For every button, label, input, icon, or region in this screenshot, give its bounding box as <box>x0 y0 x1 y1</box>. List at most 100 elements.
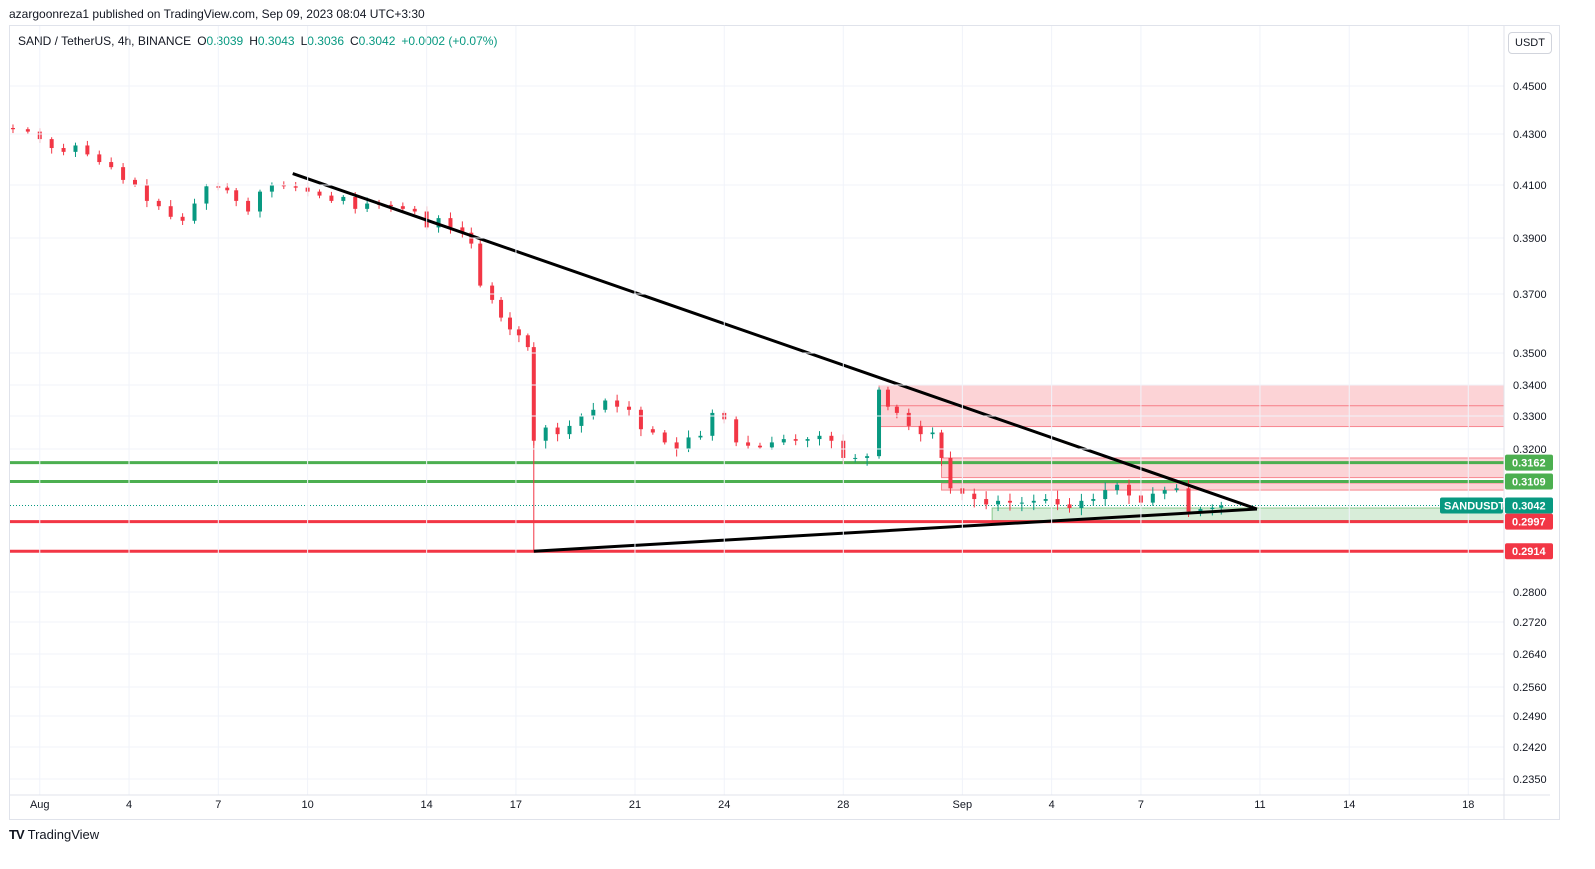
candle-body <box>662 432 667 443</box>
candle-body <box>734 419 739 443</box>
candle-body <box>650 429 655 433</box>
x-tick-label: 10 <box>301 799 313 811</box>
candle-body <box>516 329 521 336</box>
candle-body <box>894 406 899 413</box>
y-tick-label: 0.3400 <box>1513 380 1547 392</box>
level-tag: 0.2914 <box>1512 546 1547 558</box>
candle-body <box>329 195 334 201</box>
candle-body <box>948 457 953 489</box>
candle-body <box>972 493 977 500</box>
y-tick-label: 0.3200 <box>1513 444 1547 456</box>
candle-body <box>109 162 114 168</box>
level-tag: 0.2997 <box>1512 517 1546 529</box>
publish-info: azargoonreza1 published on TradingView.c… <box>9 7 425 21</box>
candle-body <box>996 500 1001 505</box>
candle-body <box>257 191 262 212</box>
candle-body <box>1127 484 1132 496</box>
legend-high-label: H <box>249 34 258 48</box>
last-price-tag: 0.3042 <box>1512 500 1546 512</box>
candle-body <box>829 435 834 441</box>
footer: TV TradingView <box>9 827 99 842</box>
candle-body <box>1150 493 1155 503</box>
candle-body <box>1174 488 1179 491</box>
levels-layer <box>10 461 1504 553</box>
last-price-tag-bg <box>1505 497 1553 514</box>
legend-open: 0.3039 <box>206 34 244 48</box>
candle-body <box>1019 502 1024 504</box>
y-tick-label: 0.4300 <box>1513 129 1547 141</box>
x-tick-label: 4 <box>126 799 132 811</box>
candle-body <box>627 406 632 410</box>
candle-body <box>885 389 890 407</box>
zone-red <box>941 457 1505 479</box>
level-tag: 0.3162 <box>1512 458 1546 470</box>
candle-body <box>710 412 715 436</box>
candle-body <box>769 442 774 448</box>
candle-body <box>930 432 935 435</box>
candle-body <box>85 145 90 155</box>
zones-layer <box>878 384 1505 521</box>
legend-low: 0.3036 <box>307 34 344 48</box>
candle-body <box>1031 500 1036 503</box>
y-tick-label: 0.3900 <box>1513 233 1547 245</box>
candle-body <box>1055 499 1060 505</box>
candle-body <box>1091 499 1096 501</box>
candle-body <box>615 400 620 407</box>
candle-body <box>234 190 239 201</box>
candle-body <box>192 203 197 221</box>
y-tick-label: 0.2640 <box>1513 649 1547 661</box>
trendlines-layer <box>292 172 1258 553</box>
x-tick-label: 4 <box>1049 799 1055 811</box>
ohlc-legend: SAND / TetherUS, 4h, BINANCE O0.3039 H0.… <box>18 34 497 48</box>
y-tick-label: 0.4100 <box>1513 180 1547 192</box>
candle-body <box>1162 490 1167 494</box>
x-axis: Aug 4 7 10 14 17 21 24 28 Sep 4 7 11 14 18 <box>10 26 1550 811</box>
candle-body <box>638 409 643 430</box>
level-tag-bg <box>1505 543 1553 560</box>
y-tick-label: 0.2800 <box>1513 587 1547 599</box>
y-tick-label: 0.3700 <box>1513 289 1547 301</box>
candle-body <box>1043 499 1048 501</box>
zone-red <box>941 482 1505 491</box>
x-tick-label: 14 <box>1343 799 1355 811</box>
symbol-tag: SANDUSDT <box>1444 500 1505 512</box>
level-tag: 0.3109 <box>1512 477 1546 489</box>
footer-brand[interactable]: TradingView <box>27 827 100 842</box>
candle-body <box>61 148 66 152</box>
candle-body <box>698 435 703 438</box>
y-tick-label: 0.4500 <box>1513 81 1547 93</box>
y-tick-label: 0.3500 <box>1513 348 1547 360</box>
level-tag-bg <box>1505 454 1553 471</box>
candle-body <box>460 227 465 233</box>
legend-close-label: C <box>350 34 359 48</box>
currency-button[interactable]: USDT <box>1508 32 1552 54</box>
x-tick-label: 28 <box>837 799 849 811</box>
candle-body <box>757 445 762 448</box>
candle-body <box>877 389 882 457</box>
candle-body <box>156 200 161 207</box>
candle-body <box>168 206 173 217</box>
x-tick-label: 21 <box>629 799 641 811</box>
x-tick-label: Aug <box>30 799 50 811</box>
candle-body <box>1186 488 1191 512</box>
candle-body <box>1079 500 1084 508</box>
candle-body <box>490 285 495 300</box>
candle-body <box>1067 504 1072 508</box>
candle-body <box>805 439 810 441</box>
candle-body <box>388 204 393 207</box>
candle-body <box>603 400 608 410</box>
candle-body <box>1210 507 1215 510</box>
candle-body <box>204 186 209 204</box>
candle-body <box>939 432 944 458</box>
candle-body <box>853 457 858 459</box>
candle-body <box>906 412 911 426</box>
x-tick-label: 14 <box>421 799 433 811</box>
candle-body <box>353 196 358 209</box>
candle-body <box>746 442 751 446</box>
legend-symbol[interactable]: SAND / TetherUS, 4h, BINANCE <box>18 34 192 48</box>
candle-body <box>1219 505 1224 508</box>
candle-body <box>918 425 923 435</box>
candle-body <box>73 145 78 152</box>
chart-frame <box>9 25 1560 820</box>
